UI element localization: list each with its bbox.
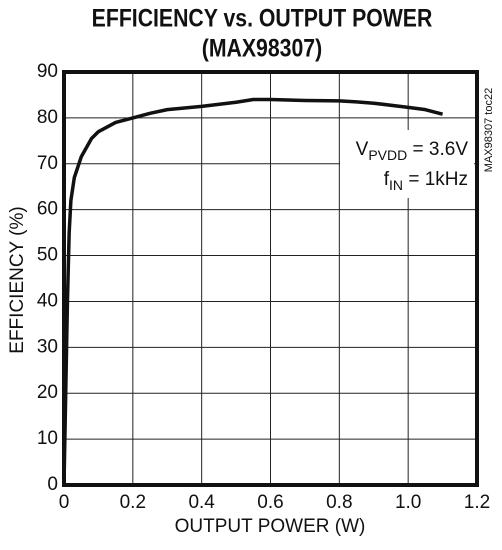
- y-tick-label: 70: [37, 153, 58, 174]
- x-axis-title: OUTPUT POWER (W): [175, 516, 366, 537]
- y-tick-label: 60: [37, 199, 58, 220]
- annotation-subscript: IN: [389, 177, 403, 193]
- annotation-text: f: [384, 169, 390, 190]
- annotation-text: = 1kHz: [403, 169, 468, 190]
- y-tick-label: 10: [37, 428, 58, 449]
- side-label: MAX98307 toc22: [483, 88, 495, 172]
- x-tick-label: 0: [59, 492, 70, 513]
- y-tick-label: 90: [37, 61, 58, 82]
- annotation: fIN = 1kHz: [384, 169, 468, 193]
- data-line: [62, 97, 444, 486]
- annotation-text: V: [356, 139, 369, 160]
- x-tick-label: 1.0: [395, 492, 421, 513]
- y-tick-label: 30: [37, 336, 58, 357]
- y-tick-label: 50: [37, 245, 58, 266]
- chart-title: EFFICIENCY vs. OUTPUT POWER: [92, 4, 433, 32]
- annotation-subscript: PVDD: [368, 147, 407, 163]
- y-tick-label: 20: [37, 382, 58, 403]
- y-tick-label: 80: [37, 107, 58, 128]
- chart-subtitle: (MAX98307): [202, 34, 322, 62]
- x-tick-label: 0.8: [326, 492, 352, 513]
- annotation-background: [340, 130, 474, 198]
- y-tick-label: 40: [37, 290, 58, 311]
- x-tick-label: 0.2: [120, 492, 146, 513]
- y-tick-label: 0: [47, 474, 58, 495]
- annotation-text: = 3.6V: [407, 139, 468, 160]
- x-tick-label: 1.2: [464, 492, 490, 513]
- x-tick-label: 0.4: [188, 492, 215, 513]
- plot-frame: [62, 70, 479, 487]
- x-tick-label: 0.6: [257, 492, 283, 513]
- annotation: VPVDD = 3.6V: [356, 139, 469, 163]
- y-axis-title: EFFICIENCY (%): [7, 206, 28, 353]
